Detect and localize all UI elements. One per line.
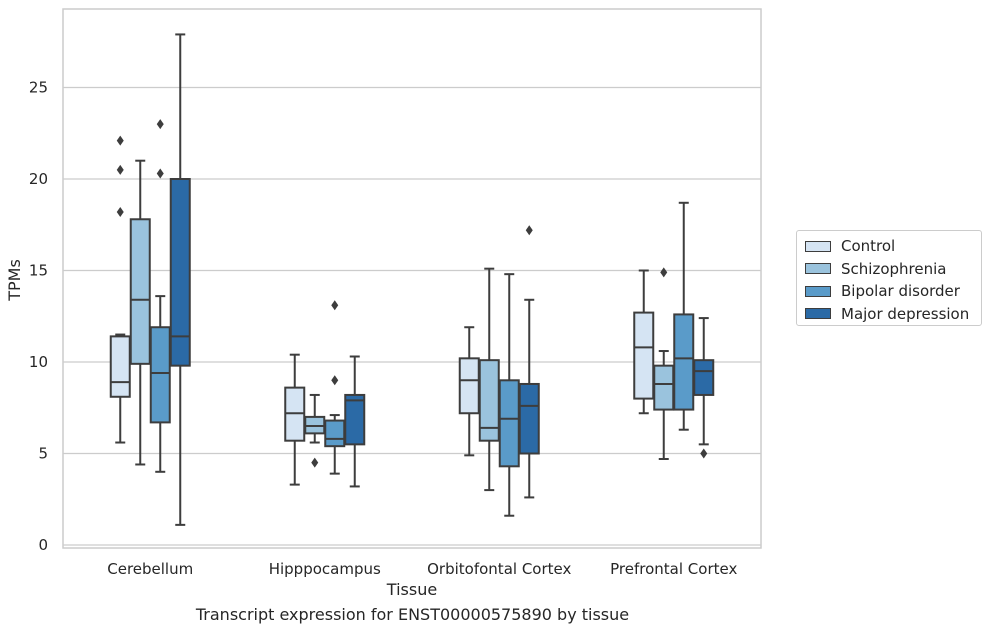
- iqr-box: [653, 364, 675, 411]
- outlier-point: [700, 448, 708, 459]
- y-tick-label: 0: [38, 536, 48, 554]
- y-axis-label: TPMs: [5, 259, 24, 302]
- legend-swatch: [805, 240, 831, 252]
- outlier-point: [116, 135, 124, 146]
- outlier-point: [311, 457, 319, 468]
- outlier-point: [525, 225, 533, 236]
- legend-swatch: [805, 285, 831, 297]
- x-tick-label: Orbitofontal Cortex: [427, 560, 571, 578]
- box-2-0: [458, 326, 480, 457]
- y-tick-label: 10: [29, 353, 48, 371]
- legend-item: Control: [805, 235, 973, 258]
- box-1-3: [344, 355, 366, 488]
- iqr-box: [109, 335, 131, 398]
- legend: Control Schizophrenia Bipolar disorder Majo…: [796, 230, 982, 326]
- legend-item: Bipolar disorder: [805, 280, 973, 303]
- legend-label: Control: [841, 237, 896, 256]
- iqr-box: [129, 218, 151, 365]
- iqr-box: [693, 359, 715, 396]
- box-1-2: [324, 300, 346, 475]
- legend-label: Bipolar disorder: [841, 282, 960, 301]
- box-2-3: [518, 225, 540, 499]
- y-tick-label: 25: [29, 79, 48, 97]
- x-tick-label: Cerebellum: [107, 560, 193, 578]
- gridlines: [63, 86, 761, 546]
- iqr-box: [169, 178, 191, 367]
- outlier-point: [660, 267, 668, 278]
- plot-frame: [62, 8, 762, 549]
- outlier-point: [116, 164, 124, 175]
- box-0-1: [129, 159, 151, 466]
- outlier-point: [331, 300, 339, 311]
- iqr-box: [518, 382, 540, 455]
- x-tick-label: Prefrontal Cortex: [610, 560, 737, 578]
- iqr-box: [458, 357, 480, 415]
- box-1-1: [304, 393, 326, 468]
- iqr-box: [344, 393, 366, 446]
- legend-item: Major depression: [805, 303, 973, 326]
- outlier-point: [116, 206, 124, 217]
- y-tick-label: 20: [29, 170, 48, 188]
- iqr-box: [633, 311, 655, 400]
- box-0-2: [149, 119, 171, 473]
- box-0-3: [169, 33, 191, 526]
- outlier-point: [156, 168, 164, 179]
- legend-swatch: [805, 263, 831, 275]
- box-1-0: [284, 353, 306, 486]
- outlier-point: [156, 119, 164, 130]
- box-3-3: [693, 317, 715, 459]
- box-3-1: [653, 267, 675, 460]
- legend-label: Major depression: [841, 304, 970, 323]
- x-tick-label: Hipppocampus: [269, 560, 381, 578]
- iqr-box: [673, 313, 695, 411]
- x-tick-labels: Cerebellum Hipppocampus Orbitofontal Corte…: [107, 560, 737, 578]
- box-3-2: [673, 201, 695, 431]
- box-0-0: [109, 135, 131, 444]
- iqr-box: [498, 379, 520, 468]
- iqr-box: [324, 419, 346, 448]
- outlier-point: [331, 375, 339, 386]
- box-3-0: [633, 269, 655, 415]
- legend-label: Schizophrenia: [841, 259, 947, 278]
- iqr-box: [149, 326, 171, 424]
- boxes: [109, 33, 715, 526]
- box-2-1: [478, 267, 500, 492]
- x-axis-label: Tissue: [386, 580, 437, 599]
- box-2-2: [498, 273, 520, 517]
- figure-caption: Transcript expression for ENST0000057589…: [195, 605, 630, 624]
- legend-item: Schizophrenia: [805, 258, 973, 281]
- y-tick-label: 5: [38, 445, 48, 463]
- y-tick-labels: 0 5 10 15 20 25: [29, 79, 48, 555]
- legend-swatch: [805, 308, 831, 320]
- y-tick-label: 15: [29, 262, 48, 280]
